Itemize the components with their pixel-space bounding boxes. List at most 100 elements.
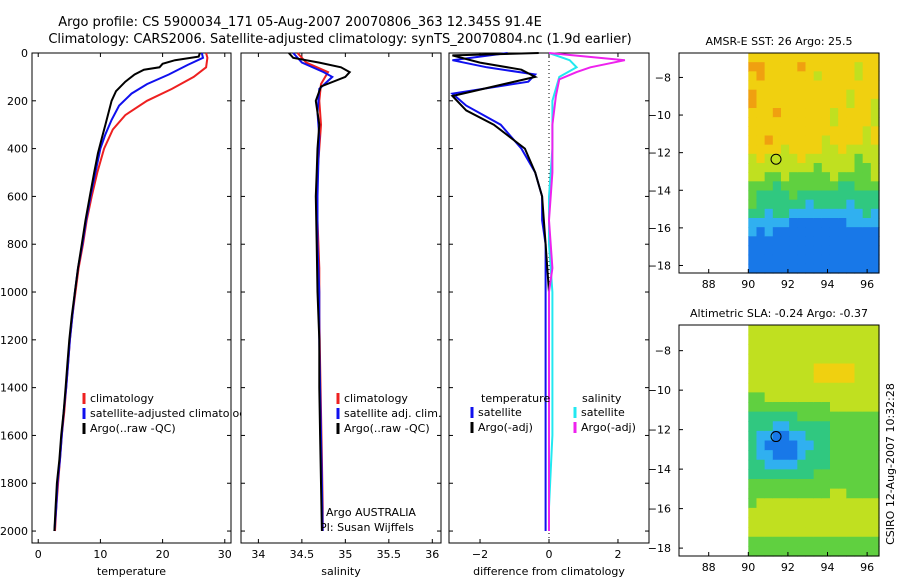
map-cell xyxy=(813,459,823,470)
map-cell xyxy=(846,325,856,336)
map-cell xyxy=(789,450,798,461)
map-cell xyxy=(846,98,856,109)
map-cell xyxy=(813,488,823,499)
map-cell xyxy=(838,80,847,91)
map-cell xyxy=(789,163,798,173)
map-cell xyxy=(854,546,864,557)
map-cell xyxy=(756,135,766,146)
map-cell xyxy=(797,263,807,274)
y-tick-label: −12 xyxy=(648,147,671,160)
map-cell xyxy=(846,236,856,247)
map-cell xyxy=(870,325,880,336)
map-cell xyxy=(772,430,782,442)
map-cell xyxy=(829,353,839,365)
map-cell xyxy=(780,80,790,91)
map-cell xyxy=(846,263,856,274)
map-cell xyxy=(780,172,790,182)
map-cell xyxy=(838,190,847,201)
map-cell xyxy=(821,89,831,100)
map-cell xyxy=(756,172,766,182)
map-cell xyxy=(789,430,798,442)
map-cell xyxy=(870,363,880,374)
map-cell xyxy=(772,172,782,182)
map-cell xyxy=(797,488,807,499)
map-cell xyxy=(821,363,831,374)
x-tick-label: 92 xyxy=(781,278,795,291)
map-cell xyxy=(870,421,880,432)
map-cell xyxy=(756,263,766,274)
map-cell xyxy=(862,546,872,557)
map-cell xyxy=(821,227,831,237)
map-cell xyxy=(797,218,807,228)
map-cell xyxy=(870,227,880,237)
map-cell xyxy=(829,263,839,274)
map-cell xyxy=(789,126,798,137)
map-cell xyxy=(772,469,782,480)
map-cell xyxy=(764,80,774,91)
map-cell xyxy=(854,459,864,470)
map-cell xyxy=(764,236,774,247)
map-cell xyxy=(813,507,823,519)
map-cell xyxy=(821,392,831,403)
map-cell xyxy=(862,459,872,470)
map-cell xyxy=(805,254,815,265)
map-cell xyxy=(813,498,823,509)
map-cell xyxy=(829,450,839,461)
map-cell xyxy=(862,199,872,210)
x-tick-label: 10 xyxy=(93,548,107,561)
map-cell xyxy=(797,469,807,480)
map-cell xyxy=(838,344,847,355)
map-cell xyxy=(789,527,798,538)
map-cell xyxy=(764,98,774,109)
map-cell xyxy=(797,190,807,201)
map-cell xyxy=(764,536,774,547)
map-cell xyxy=(797,325,807,336)
map-cell xyxy=(854,199,864,210)
map-title: AMSR-E SST: 26 Argo: 25.5 xyxy=(705,35,852,48)
map-cell xyxy=(764,153,774,164)
map-cell xyxy=(797,440,807,451)
map-cell xyxy=(829,181,839,192)
map-cell xyxy=(862,469,872,480)
map-cell xyxy=(846,227,856,237)
map-cell xyxy=(813,218,823,228)
map-cell xyxy=(813,80,823,91)
map-cell xyxy=(870,498,880,509)
map-cell xyxy=(797,62,807,72)
map-cell xyxy=(797,536,807,547)
map-cell xyxy=(829,392,839,403)
map-cell xyxy=(838,135,847,146)
map-cell xyxy=(764,71,774,82)
legend-entry: Argo(..raw -QC) xyxy=(90,422,176,435)
map-cell xyxy=(854,181,864,192)
map-cell xyxy=(805,80,815,91)
map-cell xyxy=(870,117,880,127)
map-cell xyxy=(838,382,847,393)
map-cell xyxy=(813,450,823,461)
x-tick-label: 88 xyxy=(702,278,716,291)
map-cell xyxy=(772,440,782,451)
map-cell xyxy=(756,517,766,528)
map-cell xyxy=(854,218,864,228)
map-cell xyxy=(772,181,782,192)
map-cell xyxy=(797,236,807,247)
map-cell xyxy=(764,421,774,432)
map-cell xyxy=(748,479,758,490)
salinity-panel: 34 34.5 35 35.5 36 salinity climatology satelli… xyxy=(240,52,442,578)
map-cell xyxy=(813,236,823,247)
map-cell xyxy=(870,334,880,345)
map-cell xyxy=(756,498,766,509)
map-cell xyxy=(780,527,790,538)
map-cell xyxy=(829,479,839,490)
map-cell xyxy=(813,536,823,547)
map-cell xyxy=(748,227,758,237)
map-cell xyxy=(854,117,864,127)
map-cell xyxy=(838,430,847,442)
map-cell xyxy=(838,254,847,265)
map-cell xyxy=(797,80,807,91)
map-cell xyxy=(805,450,815,461)
map-cell xyxy=(780,392,790,403)
map-cell xyxy=(829,430,839,442)
map-cell xyxy=(838,334,847,345)
y-tick-label: −10 xyxy=(648,384,671,397)
